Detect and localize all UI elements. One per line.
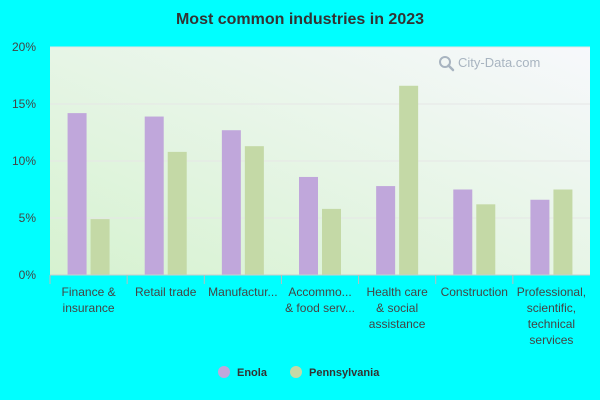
x-tick-label: Construction [441, 285, 508, 299]
bar-pennsylvania-6 [553, 189, 573, 275]
bar-enola-5 [453, 189, 473, 275]
legend-label: Pennsylvania [309, 367, 380, 379]
y-tick-label: 10% [12, 154, 36, 168]
watermark-text: City-Data.com [458, 55, 540, 70]
x-tick-label: Retail trade [135, 285, 197, 299]
x-tick-label: Professional, [517, 285, 586, 299]
bar-pennsylvania-3 [322, 208, 341, 275]
bar-pennsylvania-2 [244, 146, 264, 275]
legend-item-pennsylvania[interactable]: Pennsylvania [290, 366, 380, 379]
bar-enola-2 [221, 130, 241, 275]
chart-title: Most common industries in 2023 [176, 11, 424, 28]
x-tick-label: technical [528, 317, 575, 331]
bar-enola-0 [67, 113, 87, 276]
legend-swatch [290, 366, 302, 378]
watermark: City-Data.com [439, 55, 540, 72]
bar-pennsylvania-0 [90, 219, 110, 275]
y-tick-label: 0% [19, 268, 37, 282]
x-tick-label: Health care [366, 285, 428, 299]
x-tick-label: insurance [63, 301, 115, 315]
bar-pennsylvania-5 [476, 204, 496, 275]
x-tick-label: assistance [369, 317, 426, 331]
bar-enola-6 [530, 199, 550, 275]
bar-enola-4 [376, 186, 396, 275]
x-tick-label: Accommo... [288, 285, 351, 299]
magnifier-icon [439, 56, 455, 72]
bar-pennsylvania-4 [399, 85, 419, 275]
y-tick-label: 20% [12, 40, 36, 54]
x-tick-label: & food serv... [285, 301, 355, 315]
bars [67, 85, 573, 276]
x-tick-label: scientific, [527, 301, 576, 315]
y-tick-label: 5% [19, 211, 37, 225]
legend[interactable]: Enola Pennsylvania [218, 366, 380, 379]
gridlines [50, 46, 590, 219]
x-tick-label: Finance & [62, 285, 116, 299]
y-axis: 0% 5% 10% 15% 20% [12, 40, 36, 282]
bar-pennsylvania-1 [167, 151, 187, 275]
legend-label: Enola [237, 367, 268, 379]
bar-enola-1 [144, 116, 164, 275]
legend-item-enola[interactable]: Enola [218, 366, 268, 379]
x-axis: Finance & insurance Retail trade Manufactur… [49, 275, 586, 347]
x-tick-label: & social [376, 301, 418, 315]
bar-enola-3 [299, 176, 318, 275]
y-tick-label: 15% [12, 97, 36, 111]
legend-swatch [218, 366, 230, 378]
x-tick-label: services [529, 333, 573, 347]
x-tick-label: Manufactur... [208, 285, 277, 299]
